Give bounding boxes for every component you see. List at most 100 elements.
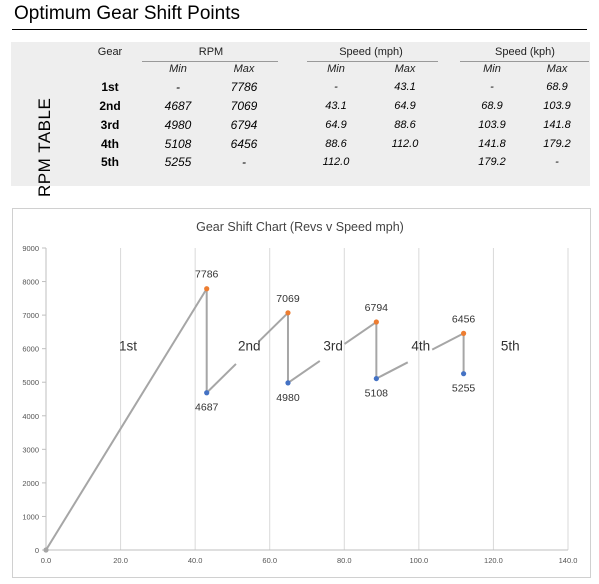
table-side-label: RPM TABLE	[35, 97, 54, 197]
subheader-rpm-max: Max	[233, 63, 255, 75]
chart-canvas: Gear Shift Chart (Revs v Speed mph) 0.0 2…	[22, 220, 578, 565]
x-tick-label: 0.0	[41, 556, 51, 565]
gear-ramp-line	[375, 361, 409, 380]
table-gear-cell: 2nd	[99, 99, 121, 113]
max-rpm-label: 6456	[452, 313, 476, 325]
chart-title: Gear Shift Chart (Revs v Speed mph)	[196, 220, 404, 234]
min-rpm-point	[373, 375, 379, 382]
table-rpm-min-cell: 4687	[164, 99, 192, 113]
table-kph-max-cell: 141.8	[543, 119, 571, 131]
y-tick-label: 8000	[22, 278, 39, 287]
header-speed-kph: Speed (kph)	[495, 46, 555, 58]
y-tick-label: 9000	[22, 244, 39, 253]
y-tick-label: 0	[35, 546, 39, 555]
table-gear-cell: 4th	[101, 137, 119, 151]
rpm-header-rule	[142, 61, 278, 62]
table-rpm-max-cell: 6794	[230, 118, 258, 132]
min-rpm-label: 5255	[452, 383, 476, 395]
max-rpm-point	[285, 310, 291, 316]
gear-label: 5th	[501, 338, 520, 353]
table-mph-max-cell: 112.0	[391, 138, 419, 150]
table-gear-cell: 3rd	[100, 118, 120, 132]
gear-ramp-line	[343, 321, 377, 345]
table-kph-min-cell: 68.9	[481, 100, 503, 112]
table-kph-max-cell: -	[555, 156, 559, 168]
subheader-mph-min: Min	[327, 63, 345, 75]
x-tick-label: 120.0	[484, 556, 503, 565]
table-rpm-max-cell: 7069	[230, 99, 258, 113]
table-kph-max-cell: 68.9	[546, 81, 568, 93]
subheader-mph-max: Max	[394, 63, 416, 75]
y-tick-label: 6000	[22, 345, 39, 354]
y-tick-label: 3000	[22, 445, 39, 454]
table-rpm-min-cell: 4980	[164, 118, 192, 132]
min-rpm-label: 4687	[195, 402, 219, 414]
gear-label: 1st	[119, 338, 137, 353]
rpm-table: RPM TABLE Gear RPM Speed (mph) Speed (kp…	[11, 42, 590, 197]
table-mph-min-cell: -	[334, 81, 338, 93]
gear-label: 4th	[411, 338, 430, 353]
gear-label: 2nd	[238, 338, 261, 353]
table-kph-min-cell: 179.2	[478, 156, 506, 168]
header-rpm: RPM	[198, 46, 224, 58]
table-mph-min-cell: 43.1	[325, 100, 347, 112]
table-rpm-max-cell: -	[242, 155, 246, 169]
table-rpm-max-cell: 7786	[230, 80, 258, 94]
table-kph-min-cell: -	[490, 81, 494, 93]
table-rpm-min-cell: 5108	[164, 137, 192, 151]
gear-ramp-line	[287, 360, 321, 384]
table-mph-max-cell: 43.1	[394, 81, 416, 93]
table-gear-cell: 5th	[101, 155, 119, 169]
max-rpm-label: 7069	[276, 293, 300, 305]
title-divider	[12, 29, 587, 30]
x-tick-label: 80.0	[337, 556, 352, 565]
table-gear-cell: 1st	[101, 80, 119, 94]
x-tick-label: 140.0	[559, 556, 578, 565]
y-tick-label: 5000	[22, 378, 39, 387]
table-kph-max-cell: 103.9	[543, 100, 571, 112]
min-rpm-point	[461, 371, 467, 377]
page-title: Optimum Gear Shift Points	[14, 3, 240, 24]
max-rpm-label: 6794	[365, 302, 389, 314]
y-tick-label: 2000	[22, 479, 39, 488]
table-kph-max-cell: 179.2	[543, 138, 571, 150]
x-tick-label: 20.0	[113, 556, 128, 565]
table-mph-min-cell: 112.0	[322, 156, 350, 168]
gear-label: 3rd	[323, 338, 343, 353]
y-tick-label: 1000	[22, 512, 39, 521]
table-kph-min-cell: 141.8	[478, 138, 506, 150]
origin-point	[43, 547, 49, 553]
table-mph-max-cell: 64.9	[394, 100, 416, 112]
x-tick-label: 40.0	[188, 556, 203, 565]
gear-ramp-line	[258, 312, 289, 343]
table-mph-min-cell: 64.9	[325, 119, 347, 131]
max-rpm-point	[461, 330, 467, 336]
table-mph-max-cell: 88.6	[394, 119, 416, 131]
min-rpm-point	[285, 380, 291, 386]
kph-header-rule	[460, 61, 589, 62]
table-rpm-min-cell: 5255	[164, 155, 192, 169]
subheader-kph-min: Min	[483, 63, 501, 75]
header-gear: Gear	[97, 46, 123, 58]
y-tick-label: 4000	[22, 412, 39, 421]
table-rpm-max-cell: 6456	[230, 137, 258, 151]
max-rpm-point	[204, 286, 210, 292]
table-kph-min-cell: 103.9	[478, 119, 506, 131]
max-rpm-label: 7786	[195, 269, 219, 281]
gear-shift-chart: Gear Shift Chart (Revs v Speed mph) 0.0 2…	[12, 208, 591, 578]
min-rpm-point	[204, 390, 210, 396]
gear-1-line	[45, 288, 208, 551]
min-rpm-label: 4980	[276, 392, 300, 404]
table-rpm-min-cell: -	[176, 80, 180, 94]
subheader-kph-max: Max	[546, 63, 568, 75]
table-mph-min-cell: 88.6	[325, 138, 347, 150]
gear-ramp-line	[206, 363, 237, 394]
y-tick-label: 7000	[22, 311, 39, 320]
x-tick-label: 100.0	[409, 556, 428, 565]
max-rpm-point	[373, 319, 379, 325]
subheader-rpm-min: Min	[169, 63, 187, 75]
mph-header-rule	[307, 61, 438, 62]
x-tick-label: 60.0	[262, 556, 277, 565]
gear-ramp-line	[431, 332, 465, 351]
header-speed-mph: Speed (mph)	[339, 46, 403, 58]
